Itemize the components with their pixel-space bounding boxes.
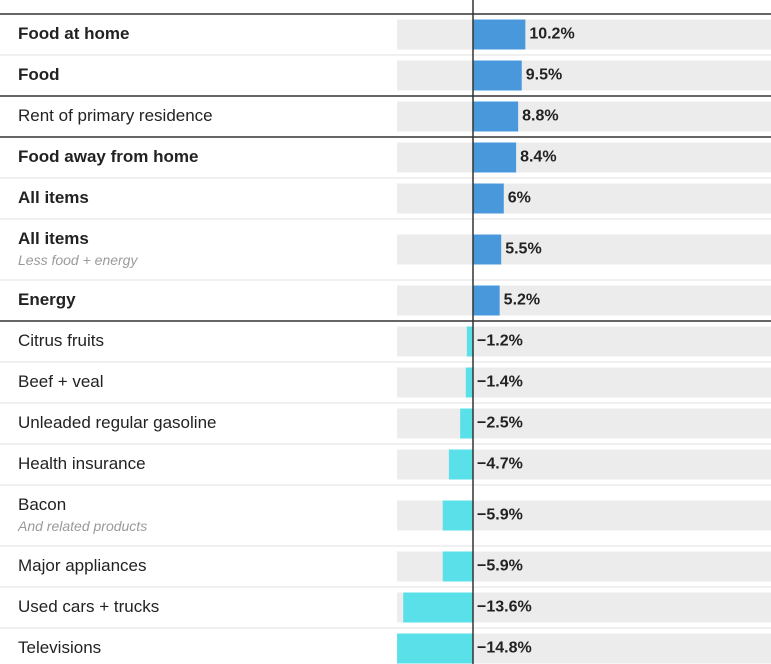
bar-track xyxy=(397,60,771,91)
category-label: Food at home xyxy=(18,24,129,43)
bar-track xyxy=(397,101,771,132)
value-label: 6% xyxy=(508,190,531,207)
category-subtitle: And related products xyxy=(17,518,147,534)
bar-track xyxy=(397,142,771,173)
category-label: Bacon xyxy=(18,495,66,514)
bar xyxy=(473,234,502,265)
bar xyxy=(460,408,473,439)
value-label: 5.2% xyxy=(504,292,540,309)
bar-track xyxy=(397,234,771,265)
category-label: Food xyxy=(18,65,60,84)
bar xyxy=(473,19,526,50)
bar xyxy=(473,60,522,91)
category-label: All items xyxy=(18,229,89,248)
category-label: Food away from home xyxy=(18,147,198,166)
category-label: Health insurance xyxy=(18,454,146,473)
value-label: −14.8% xyxy=(477,640,532,657)
bar-track xyxy=(397,19,771,50)
value-label: 9.5% xyxy=(526,67,562,84)
bar xyxy=(473,101,519,132)
bar xyxy=(465,367,473,398)
bar xyxy=(403,592,473,623)
category-label: Citrus fruits xyxy=(18,331,104,350)
category-label: Unleaded regular gasoline xyxy=(18,413,216,432)
value-label: 8.8% xyxy=(522,108,558,125)
bar-track xyxy=(397,408,771,439)
bar-track xyxy=(397,326,771,357)
bar xyxy=(473,285,500,316)
bar xyxy=(473,183,504,214)
category-label: Energy xyxy=(18,290,76,309)
category-label: All items xyxy=(18,188,89,207)
bar xyxy=(448,449,473,480)
value-label: −5.9% xyxy=(477,558,523,575)
bar xyxy=(473,142,517,173)
bar-track xyxy=(397,285,771,316)
bar xyxy=(442,500,473,531)
value-label: 8.4% xyxy=(520,149,556,166)
value-label: −1.4% xyxy=(477,374,523,391)
bar xyxy=(442,551,473,582)
bar xyxy=(466,326,473,357)
value-label: 10.2% xyxy=(529,26,574,43)
bar xyxy=(397,633,473,664)
bar-track xyxy=(397,367,771,398)
value-label: 5.5% xyxy=(505,241,541,258)
category-label: Beef + veal xyxy=(18,372,104,391)
value-label: −4.7% xyxy=(477,456,523,473)
category-subtitle: Less food + energy xyxy=(18,252,138,268)
category-label: Rent of primary residence xyxy=(18,106,213,125)
value-label: −13.6% xyxy=(477,599,532,616)
category-label: Televisions xyxy=(18,638,101,657)
category-label: Major appliances xyxy=(18,556,147,575)
value-label: −2.5% xyxy=(477,415,523,432)
category-label: Used cars + trucks xyxy=(18,597,159,616)
value-label: −5.9% xyxy=(477,507,523,524)
value-label: −1.2% xyxy=(477,333,523,350)
bar-track xyxy=(397,183,771,214)
